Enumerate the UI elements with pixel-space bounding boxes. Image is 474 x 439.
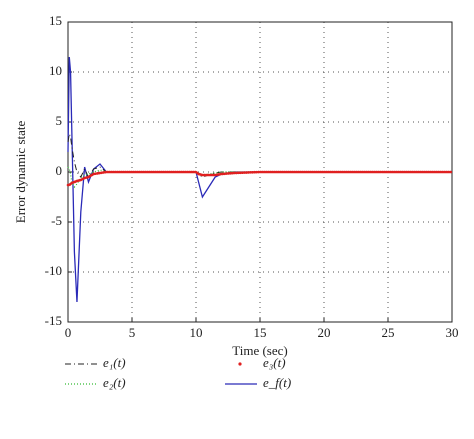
y-tick-label: 15 [49,13,62,28]
y-tick-label: -10 [45,263,62,278]
series-line [67,56,452,303]
legend-label: e₂(t) [103,375,126,390]
x-tick-label: 30 [446,325,459,340]
y-tick-label: 5 [56,113,63,128]
series-line [66,170,454,187]
y-axis-label: Error dynamic state [13,121,28,224]
x-tick-label: 15 [254,325,267,340]
x-tick-label: 0 [65,325,72,340]
x-tick-label: 5 [129,325,136,340]
x-tick-label: 20 [318,325,331,340]
y-tick-label: 10 [49,63,62,78]
legend-label: e₃(t) [263,355,286,370]
x-axis-label: Time (sec) [232,343,288,358]
y-tick-label: -5 [51,213,62,228]
legend-swatch [238,362,242,366]
x-tick-label: 10 [190,325,203,340]
y-tick-label: -15 [45,313,62,328]
legend-label: e_f(t) [263,375,291,390]
x-tick-label: 25 [382,325,395,340]
legend-label: e₁(t) [103,355,126,370]
y-tick-label: 0 [56,163,63,178]
series-line [67,132,452,179]
